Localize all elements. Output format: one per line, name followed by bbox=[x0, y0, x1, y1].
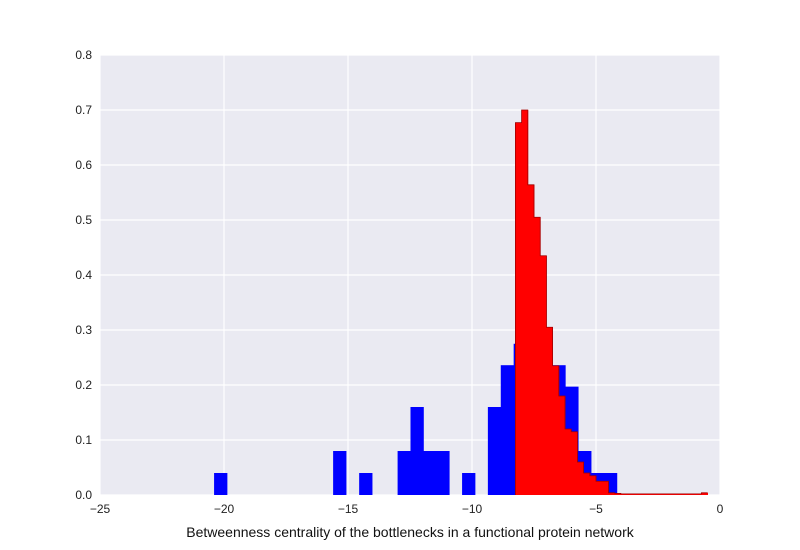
x-tick-label: −25 bbox=[90, 502, 111, 516]
histogram-bar bbox=[583, 473, 591, 495]
y-tick-label: 0.1 bbox=[75, 433, 92, 447]
histogram-bar bbox=[546, 327, 553, 495]
histogram-bar bbox=[602, 481, 609, 495]
histogram-bar bbox=[487, 407, 502, 495]
histogram-bar bbox=[410, 407, 424, 495]
y-tick-label: 0.0 bbox=[75, 488, 92, 502]
histogram-bar bbox=[689, 493, 696, 495]
histogram-bar bbox=[608, 492, 615, 495]
histogram-bar bbox=[521, 110, 529, 495]
x-tick-label: −5 bbox=[589, 502, 603, 516]
histogram-bar bbox=[664, 493, 671, 495]
histogram-bar bbox=[565, 429, 572, 495]
histogram-bar bbox=[359, 473, 373, 495]
y-tick-label: 0.6 bbox=[75, 158, 92, 172]
histogram-bar bbox=[552, 365, 560, 495]
histogram-bar bbox=[333, 451, 347, 495]
histogram-bar bbox=[571, 431, 578, 495]
histogram-bar bbox=[558, 396, 566, 495]
x-axis-label: Betweenness centrality of the bottleneck… bbox=[186, 524, 634, 540]
histogram-bar bbox=[639, 493, 646, 495]
histogram-bar bbox=[540, 255, 547, 495]
x-tick-label: −10 bbox=[462, 502, 483, 516]
y-tick-label: 0.3 bbox=[75, 323, 92, 337]
histogram-bar bbox=[577, 462, 584, 495]
histogram-bar bbox=[614, 493, 622, 495]
y-tick-label: 0.8 bbox=[75, 48, 92, 62]
histogram-bar bbox=[596, 481, 603, 495]
histogram-bar bbox=[676, 493, 684, 495]
histogram-bar bbox=[462, 473, 476, 495]
histogram-bar bbox=[423, 451, 437, 495]
histogram-bar bbox=[651, 493, 659, 495]
histogram-bar bbox=[658, 493, 665, 495]
y-tick-label: 0.7 bbox=[75, 103, 92, 117]
x-tick-label: 0 bbox=[717, 502, 724, 516]
x-tick-label: −15 bbox=[338, 502, 359, 516]
y-tick-label: 0.5 bbox=[75, 213, 92, 227]
y-tick-label: 0.2 bbox=[75, 378, 92, 392]
gridlines bbox=[99, 54, 721, 496]
histogram-bar bbox=[214, 473, 228, 495]
histogram-bar bbox=[633, 493, 640, 495]
histogram-bar bbox=[682, 493, 690, 495]
histogram-bar bbox=[627, 493, 634, 495]
y-axis-ticks: 0.0 0.1 0.2 0.3 0.4 0.5 0.6 0.7 0.8 bbox=[75, 48, 92, 502]
histogram-bar bbox=[436, 451, 450, 495]
y-tick-label: 0.4 bbox=[75, 268, 92, 282]
histogram-outline bbox=[515, 109, 708, 495]
histogram-bar bbox=[515, 122, 522, 496]
x-axis-ticks: −25 −20 −15 −10 −5 0 bbox=[90, 502, 724, 516]
histogram-bar bbox=[527, 184, 535, 496]
histogram-bar bbox=[500, 365, 515, 495]
histogram-bar bbox=[645, 493, 653, 495]
histogram-bar bbox=[701, 492, 708, 495]
x-tick-label: −20 bbox=[214, 502, 235, 516]
histogram-bar bbox=[620, 493, 628, 495]
histogram-bar bbox=[695, 493, 702, 495]
histogram-bar bbox=[670, 493, 677, 495]
histogram-bars bbox=[214, 109, 708, 496]
histogram-bar bbox=[534, 217, 541, 495]
histogram-bar bbox=[397, 451, 411, 495]
histogram-bar bbox=[589, 475, 597, 495]
